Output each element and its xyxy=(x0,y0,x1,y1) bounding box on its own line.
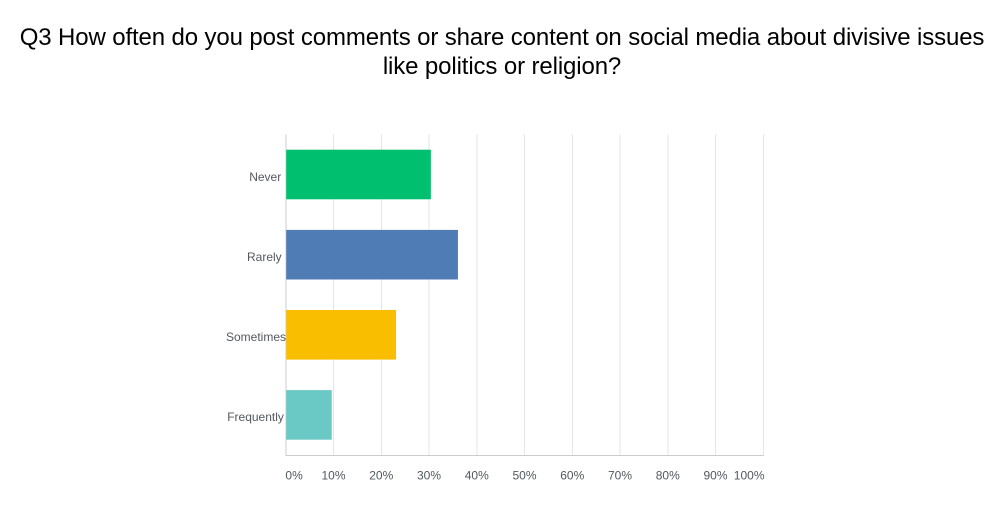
svg-text:50%: 50% xyxy=(512,468,536,482)
svg-text:20%: 20% xyxy=(369,468,393,482)
svg-text:Frequently: Frequently xyxy=(227,410,284,424)
svg-text:Sometimes: Sometimes xyxy=(226,330,286,344)
svg-text:100%: 100% xyxy=(734,468,765,482)
svg-text:60%: 60% xyxy=(560,468,584,482)
svg-text:40%: 40% xyxy=(465,468,489,482)
svg-text:10%: 10% xyxy=(321,468,345,482)
svg-text:Rarely: Rarely xyxy=(247,250,282,264)
svg-text:80%: 80% xyxy=(656,468,680,482)
svg-text:90%: 90% xyxy=(703,468,727,482)
svg-text:30%: 30% xyxy=(417,468,441,482)
svg-text:0%: 0% xyxy=(285,468,303,482)
svg-text:Never: Never xyxy=(249,170,281,184)
svg-text:70%: 70% xyxy=(608,468,632,482)
